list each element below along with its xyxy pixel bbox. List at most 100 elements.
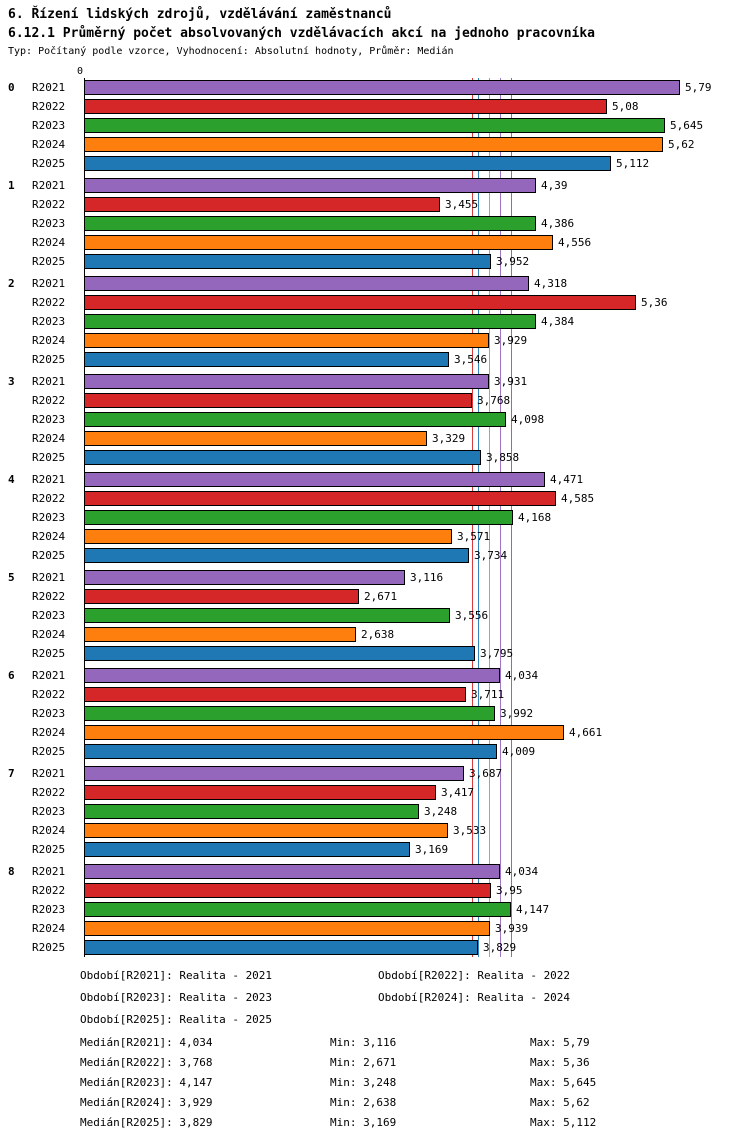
- series-label: R2023: [32, 609, 66, 622]
- bar: [84, 940, 478, 955]
- bar-row: 0 R2021 5,79: [0, 78, 750, 97]
- series-label: R2025: [32, 255, 66, 268]
- bar-track: 3,116: [84, 570, 750, 585]
- bar: [84, 374, 489, 389]
- bar: [84, 197, 440, 212]
- legend-item: Období[R2024]: Realita - 2024: [378, 991, 571, 1004]
- bar-row: R2024 3,929: [0, 331, 750, 350]
- bar-track: 3,734: [84, 548, 750, 563]
- bar-track: 3,533: [84, 823, 750, 838]
- bar-value-label: 4,034: [505, 669, 539, 682]
- legend-item: Období[R2023]: Realita - 2023: [80, 991, 273, 1004]
- bar-row: R2024 3,533: [0, 821, 750, 840]
- bar-track: 3,795: [84, 646, 750, 661]
- bar-group: 5 R2021 3,116 R2022 2,671 R2023 3,556 R2024 2,63…: [0, 568, 750, 663]
- stats: Medián[R2021]: 4,034 Min: 3,116 Max: 5,79 M…: [0, 1033, 750, 1133]
- bar: [84, 529, 452, 544]
- series-label: R2022: [32, 296, 66, 309]
- bar-track: 4,318: [84, 276, 750, 291]
- bar-rows: 0 R2021 5,79 R2022 5,08 R2023 5,645 R2024 5,62 R2…: [0, 78, 750, 957]
- bar-group: 6 R2021 4,034 R2022 3,711 R2023 3,992 R2024 4,66…: [0, 666, 750, 761]
- group-label: 6: [8, 669, 15, 682]
- bar: [84, 80, 680, 95]
- bar-value-label: 3,829: [483, 941, 517, 954]
- bar: [84, 646, 475, 661]
- bar-track: 3,929: [84, 333, 750, 348]
- stat-max: Max: 5,62: [530, 1096, 590, 1109]
- series-label: R2023: [32, 805, 66, 818]
- bar-chart: 0 0 R2021 5,79 R2022 5,08 R2023 5,645 R2024 5,62…: [0, 65, 750, 957]
- bar-track: 4,034: [84, 864, 750, 879]
- bar: [84, 766, 464, 781]
- series-label: R2022: [32, 786, 66, 799]
- bar: [84, 627, 356, 642]
- bar-row: R2023 3,992: [0, 704, 750, 723]
- series-label: R2022: [32, 884, 66, 897]
- stats-row: Medián[R2024]: 3,929 Min: 2,638 Max: 5,62: [80, 1093, 750, 1113]
- series-label: R2022: [32, 394, 66, 407]
- bar-value-label: 3,687: [469, 767, 503, 780]
- bar-track: 3,546: [84, 352, 750, 367]
- bar-row: 6 R2021 4,034: [0, 666, 750, 685]
- plot-area: 0 R2021 5,79 R2022 5,08 R2023 5,645 R2024 5,62 R2…: [0, 78, 750, 957]
- bar-row: R2025 3,858: [0, 448, 750, 467]
- bar-track: 5,645: [84, 118, 750, 133]
- indicator-title: 6.12.1 Průměrný počet absolvovaných vzdě…: [8, 26, 595, 41]
- series-label: R2023: [32, 413, 66, 426]
- bar-value-label: 5,08: [612, 100, 639, 113]
- bar-value-label: 4,556: [558, 236, 592, 249]
- bar-row: R2024 5,62: [0, 135, 750, 154]
- group-label: 5: [8, 571, 15, 584]
- bar-row: R2025 3,169: [0, 840, 750, 859]
- bar-value-label: 5,79: [685, 81, 712, 94]
- bar: [84, 902, 511, 917]
- bar-value-label: 3,992: [500, 707, 534, 720]
- stat-median: Medián[R2024]: 3,929: [80, 1096, 213, 1109]
- report-header: 6. Řízení lidských zdrojů, vzdělávání za…: [0, 0, 750, 59]
- bar-row: R2025 4,009: [0, 742, 750, 761]
- bar-value-label: 4,661: [569, 726, 603, 739]
- bar-track: 3,556: [84, 608, 750, 623]
- series-label: R2024: [32, 138, 66, 151]
- bar-track: 3,858: [84, 450, 750, 465]
- bar-value-label: 3,711: [471, 688, 505, 701]
- bar-group: 3 R2021 3,931 R2022 3,768 R2023 4,098 R2024 3,32…: [0, 372, 750, 467]
- bar-track: 3,939: [84, 921, 750, 936]
- bar: [84, 314, 536, 329]
- bar: [84, 744, 497, 759]
- bar-value-label: 3,571: [457, 530, 491, 543]
- bar: [84, 431, 427, 446]
- bar-row: R2022 3,95: [0, 881, 750, 900]
- bar-row: 2 R2021 4,318: [0, 274, 750, 293]
- bar-track: 4,034: [84, 668, 750, 683]
- legend-item: Období[R2025]: Realita - 2025: [80, 1013, 273, 1026]
- bar-row: R2024 4,661: [0, 723, 750, 742]
- bar-value-label: 3,858: [486, 451, 520, 464]
- stat-median: Medián[R2021]: 4,034: [80, 1036, 213, 1049]
- bar-track: 4,168: [84, 510, 750, 525]
- bar-group: 8 R2021 4,034 R2022 3,95 R2023 4,147 R2024 3,939…: [0, 862, 750, 957]
- bar-row: R2023 4,168: [0, 508, 750, 527]
- bar: [84, 883, 491, 898]
- bar-row: R2022 3,455: [0, 195, 750, 214]
- bar-row: R2022 3,417: [0, 783, 750, 802]
- stat-max: Max: 5,36: [530, 1056, 590, 1069]
- bar: [84, 864, 500, 879]
- bar-value-label: 4,147: [516, 903, 550, 916]
- bar: [84, 668, 500, 683]
- bar-row: R2024 3,329: [0, 429, 750, 448]
- series-label: R2025: [32, 157, 66, 170]
- bar-value-label: 3,546: [454, 353, 488, 366]
- series-label: R2025: [32, 549, 66, 562]
- bar-track: 4,556: [84, 235, 750, 250]
- bar: [84, 137, 663, 152]
- series-label: R2022: [32, 590, 66, 603]
- bar-row: R2024 3,939: [0, 919, 750, 938]
- series-label: R2023: [32, 315, 66, 328]
- bar-row: 4 R2021 4,471: [0, 470, 750, 489]
- bar: [84, 156, 611, 171]
- bar-row: R2023 4,386: [0, 214, 750, 233]
- bar-row: R2022 3,768: [0, 391, 750, 410]
- bar-row: R2025 3,829: [0, 938, 750, 957]
